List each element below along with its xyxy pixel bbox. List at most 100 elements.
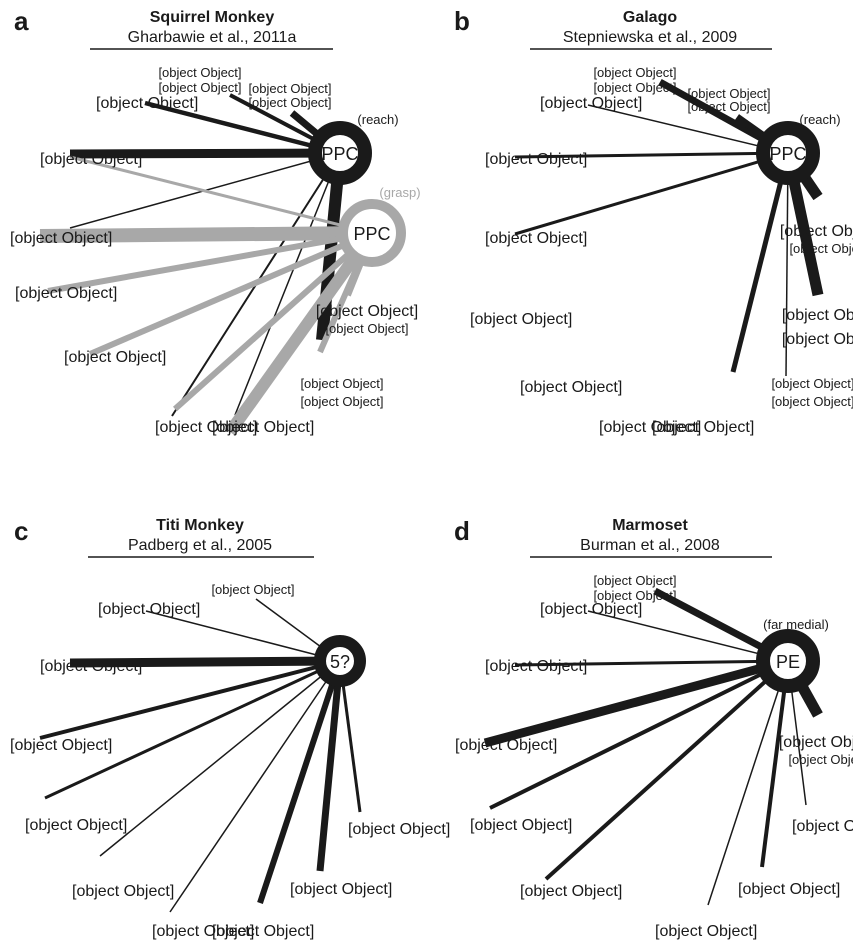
connection-line bbox=[587, 104, 789, 154]
connection-line bbox=[39, 659, 341, 740]
hub-label-ppc-reach: PPC bbox=[321, 144, 358, 164]
hub-note-grasp: (grasp) bbox=[379, 185, 420, 200]
label-pm: [object Object] bbox=[40, 151, 142, 168]
connection-line bbox=[39, 226, 373, 243]
connection-line bbox=[489, 659, 789, 810]
connection-line bbox=[514, 151, 789, 159]
hub-label-ppc-grasp: PPC bbox=[353, 224, 390, 244]
label-pm: [object Object] bbox=[485, 151, 587, 168]
label-vip: [object Object] bbox=[348, 821, 450, 838]
ppc-reach-hub bbox=[756, 121, 820, 185]
label-3a: [object Object] bbox=[15, 285, 117, 302]
label-s2-pv-pr: [object Object] bbox=[212, 419, 314, 436]
panel-reference: Stepniewska et al., 2009 bbox=[563, 29, 737, 46]
label-m1: [object Object] bbox=[455, 737, 557, 754]
ppc-reach-hub bbox=[308, 121, 372, 185]
label-mst: [object Object] bbox=[792, 818, 853, 835]
label-cortex-between-ips: [object Object] bbox=[771, 376, 853, 391]
label-medial-wall: [object Object] bbox=[593, 80, 676, 95]
connection-line bbox=[144, 100, 341, 156]
label-other: [object Object] bbox=[593, 65, 676, 80]
label-s2-pv: [object Object] bbox=[212, 923, 314, 940]
connection-line bbox=[544, 659, 790, 881]
label-3b: [object Object] bbox=[520, 883, 622, 900]
connection-lines bbox=[39, 48, 824, 913]
label-mt-mst: [object Object] bbox=[771, 394, 853, 409]
label-medial: [object Object] bbox=[687, 86, 770, 101]
label-cingulate: [object Object] bbox=[211, 582, 294, 597]
panel-reference: Padberg et al., 2005 bbox=[128, 537, 272, 554]
label-s2-pv: [object Object] bbox=[655, 923, 757, 940]
label-m1: [object Object] bbox=[10, 737, 112, 754]
label-3b: [object Object] bbox=[64, 349, 166, 366]
label-pm: [object Object] bbox=[485, 658, 587, 675]
label-sma: [object Object] bbox=[98, 601, 200, 618]
label-cingulate: [object Object] bbox=[158, 80, 241, 95]
label-other-note: [object Object] bbox=[788, 752, 853, 767]
label-sma: [object Object] bbox=[96, 95, 198, 112]
panel-letter: a bbox=[14, 6, 29, 36]
connection-line bbox=[47, 230, 373, 294]
label-3b: [object Object] bbox=[520, 379, 622, 396]
label-sma: [object Object] bbox=[540, 601, 642, 618]
hub-note-reach: (reach) bbox=[357, 112, 398, 127]
label-lateral-sulcus: [object Object] bbox=[300, 394, 383, 409]
hub-circles bbox=[308, 121, 820, 693]
panel-title: Galago bbox=[623, 9, 677, 26]
connection-line bbox=[44, 659, 341, 800]
figure-text: a Squirrel Monkey Gharbawie et al., 2011a b… bbox=[10, 6, 853, 940]
connection-line bbox=[785, 152, 789, 377]
hub-label-5q: 5? bbox=[330, 652, 350, 672]
connection-line bbox=[99, 660, 341, 857]
connection-line bbox=[257, 660, 343, 904]
connection-line bbox=[316, 660, 344, 872]
label-3a: [object Object] bbox=[25, 817, 127, 834]
label-medial-wall: [object Object] bbox=[593, 588, 676, 603]
panel-letter: d bbox=[454, 516, 470, 546]
label-pf-pg: [object Object] bbox=[738, 881, 840, 898]
label-caud-upper-bank: [object Object] bbox=[300, 376, 383, 391]
label-1: [object Object] bbox=[155, 419, 257, 436]
label-ppc-medial: [object Object] bbox=[248, 81, 331, 96]
connection-line bbox=[145, 610, 341, 662]
label-sma: [object Object] bbox=[540, 95, 642, 112]
label-1: [object Object] bbox=[152, 923, 254, 940]
label-pm: [object Object] bbox=[40, 658, 142, 675]
label-m1: [object Object] bbox=[10, 230, 112, 247]
label-3a: [object Object] bbox=[470, 311, 572, 328]
panel-letter: c bbox=[14, 516, 28, 546]
panel-reference: Burman et al., 2008 bbox=[580, 537, 720, 554]
connection-line bbox=[730, 152, 791, 373]
hub-label-ppc-reach: PPC bbox=[769, 144, 806, 164]
connection-line bbox=[69, 148, 341, 159]
panel-letter: b bbox=[454, 6, 470, 36]
connection-line bbox=[88, 230, 374, 357]
connection-line bbox=[483, 656, 790, 748]
connection-line bbox=[707, 660, 789, 906]
connection-line bbox=[69, 155, 373, 235]
connection-line bbox=[225, 229, 377, 436]
connection-line bbox=[514, 151, 789, 236]
label-1: [object Object] bbox=[599, 419, 701, 436]
label-caudal-note: [object Object] bbox=[325, 321, 408, 336]
label-ppc-caudal: [object Object] bbox=[316, 303, 418, 320]
label-dm-v3: [object Object] bbox=[782, 307, 853, 324]
pe-hub bbox=[756, 629, 820, 693]
panel-title: Marmoset bbox=[612, 517, 688, 534]
connection-line bbox=[514, 659, 789, 667]
label-medial-wall: [object Object] bbox=[248, 95, 331, 110]
label-7b-aip: [object Object] bbox=[290, 881, 392, 898]
panel-reference: Gharbawie et al., 2011a bbox=[128, 29, 297, 46]
label-other: [object Object] bbox=[593, 573, 676, 588]
panel-title: Titi Monkey bbox=[156, 517, 244, 534]
label-s2-pv: [object Object] bbox=[652, 419, 754, 436]
connection-line bbox=[169, 660, 341, 913]
label-3a: [object Object] bbox=[470, 817, 572, 834]
connection-line bbox=[173, 230, 374, 412]
connection-line bbox=[587, 610, 789, 662]
label-rostral: [object Object] bbox=[158, 65, 241, 80]
ppc-grasp-hub bbox=[338, 199, 406, 267]
label-v2: [object Object] bbox=[782, 331, 853, 348]
label-other-note: [object Object] bbox=[789, 241, 853, 256]
